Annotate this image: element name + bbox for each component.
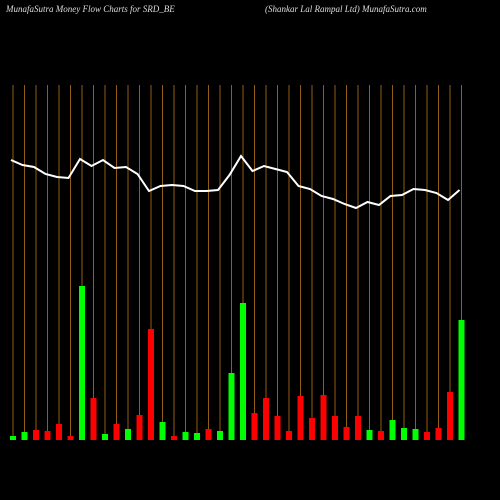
bar xyxy=(389,420,396,440)
bar xyxy=(148,329,154,440)
bar xyxy=(228,373,235,440)
bar xyxy=(424,432,430,440)
bar xyxy=(378,431,384,440)
bar xyxy=(297,396,304,440)
bar xyxy=(171,436,177,440)
bar xyxy=(113,424,120,440)
bar xyxy=(205,429,212,440)
bar xyxy=(102,434,108,440)
bar xyxy=(79,286,85,440)
bar xyxy=(435,428,442,440)
bar xyxy=(44,431,51,440)
bar xyxy=(412,429,419,440)
bar xyxy=(286,431,292,440)
bar xyxy=(217,431,223,440)
bar xyxy=(355,416,361,440)
money-flow-line xyxy=(10,154,461,210)
bar xyxy=(182,432,189,440)
bar xyxy=(67,436,74,440)
bar xyxy=(332,416,338,440)
bar xyxy=(309,418,315,440)
bar xyxy=(33,430,39,440)
bar xyxy=(251,413,258,440)
bar xyxy=(240,303,246,440)
bar xyxy=(194,433,200,440)
chart-subtitle: (Shankar Lal Rampal Ltd) MunafaSutra.com xyxy=(265,4,427,14)
bar xyxy=(343,427,350,440)
bar xyxy=(447,392,453,440)
bar xyxy=(56,424,62,440)
bar xyxy=(21,432,28,440)
bar xyxy=(458,320,465,440)
bar xyxy=(125,429,131,440)
bar xyxy=(274,416,281,440)
bar xyxy=(10,436,16,440)
bar xyxy=(159,422,166,440)
bar xyxy=(366,430,373,440)
bar xyxy=(136,415,143,440)
bar xyxy=(263,398,269,440)
chart-title: MunafaSutra Money Flow Charts for SRD_BE xyxy=(5,4,175,14)
bar xyxy=(401,428,407,440)
bar xyxy=(320,395,327,440)
bar xyxy=(90,398,97,440)
